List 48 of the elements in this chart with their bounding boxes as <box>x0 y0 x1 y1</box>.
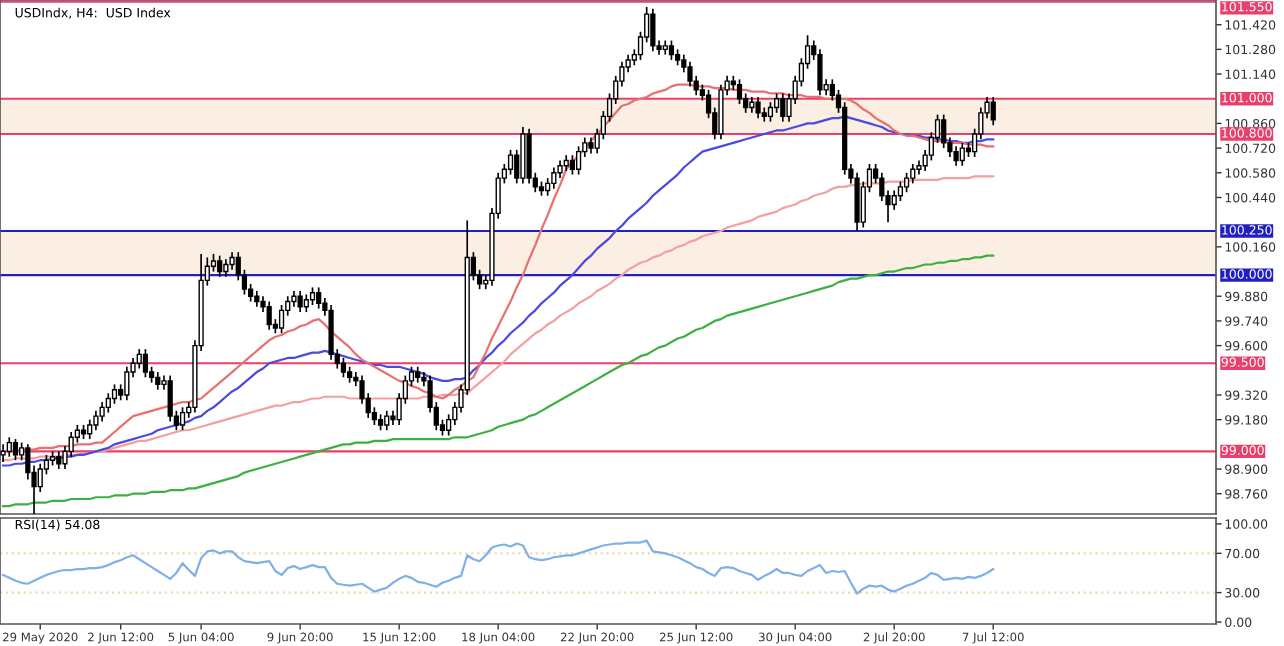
line-series <box>1 254 995 508</box>
candlestick <box>0 443 6 463</box>
candlestick <box>340 357 347 379</box>
candlestick <box>99 401 105 423</box>
candlestick <box>93 410 99 432</box>
candlestick <box>136 348 142 370</box>
candlestick <box>668 39 675 61</box>
candlestick <box>87 418 93 440</box>
candlestick <box>990 96 996 127</box>
candlestick <box>124 365 130 402</box>
candlestick <box>217 254 223 278</box>
candlestick <box>941 113 947 149</box>
candlestick <box>767 101 774 123</box>
candlestick <box>328 304 334 361</box>
candlestick <box>736 78 743 105</box>
candlestick <box>316 286 322 310</box>
candlestick <box>520 126 526 185</box>
candlestick <box>903 171 910 194</box>
candlestick <box>959 141 965 167</box>
candlestick <box>897 180 904 202</box>
candlestick <box>551 166 557 190</box>
candlestick <box>817 48 823 97</box>
candlestick <box>6 436 12 458</box>
candlestick <box>891 189 897 211</box>
candlestick <box>142 348 149 379</box>
candlestick <box>384 410 390 432</box>
candlestick <box>910 163 916 185</box>
candlestick <box>278 304 285 335</box>
candlestick <box>718 83 724 141</box>
candlestick <box>953 145 959 167</box>
candlestick <box>266 300 272 331</box>
candlestick <box>105 392 111 414</box>
candlestick <box>755 96 761 119</box>
candlestick <box>780 92 786 123</box>
candlestick <box>526 127 532 185</box>
candlestick <box>854 171 860 232</box>
candlestick <box>167 374 173 423</box>
candlestick <box>507 149 514 176</box>
candlestick <box>179 406 186 432</box>
candlestick <box>774 92 780 114</box>
line-series <box>1 539 995 595</box>
candlestick <box>111 383 118 405</box>
candlestick <box>650 7 656 52</box>
candlestick <box>12 438 19 462</box>
candlestick <box>575 145 582 176</box>
candlestick <box>297 290 303 313</box>
candlestick <box>569 154 576 176</box>
candlestick <box>687 60 693 88</box>
